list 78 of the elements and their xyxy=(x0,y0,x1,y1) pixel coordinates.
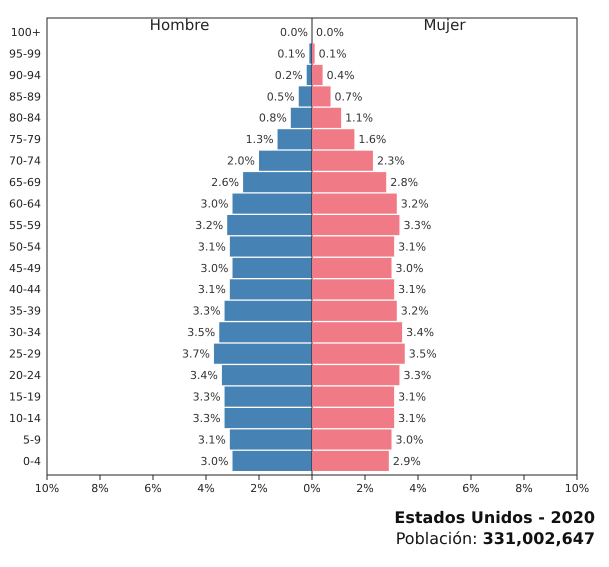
data-label: 3.3% xyxy=(403,218,432,232)
y-tick-label: 5-9 xyxy=(23,433,41,446)
chart-title: Mujer xyxy=(423,16,466,34)
data-label: 3.4% xyxy=(190,369,218,382)
data-label: 0.5% xyxy=(266,90,295,104)
x-tick-label: 2% xyxy=(250,482,268,495)
x-tick-label: 0% xyxy=(303,482,321,495)
data-label: 0.8% xyxy=(258,112,287,125)
data-label: 1.3% xyxy=(246,133,274,146)
x-tick-label: 6% xyxy=(462,482,480,495)
data-label: 0.1% xyxy=(318,47,347,60)
data-label: 3.2% xyxy=(400,304,429,318)
y-tick-label: 40-44 xyxy=(9,283,41,296)
x-tick-label: 4% xyxy=(197,482,215,495)
text: Población: 331,002,647 xyxy=(396,529,595,548)
y-tick-label: 35-39 xyxy=(9,304,41,318)
y-tick-label: 55-59 xyxy=(9,218,41,232)
data-label: 3.0% xyxy=(200,454,228,468)
y-tick-label: 50-54 xyxy=(9,240,41,254)
y-tick-label: 25-29 xyxy=(9,348,41,361)
data-label: 2.8% xyxy=(390,176,418,190)
data-label: 3.0% xyxy=(200,197,228,210)
data-label: 3.5% xyxy=(187,326,216,340)
y-tick-label: 0-4 xyxy=(23,454,41,468)
y-tick-label: 75-79 xyxy=(9,133,41,146)
x-tick-label: 2% xyxy=(356,482,374,495)
data-label: 0.4% xyxy=(326,68,355,82)
data-label: 3.3% xyxy=(403,369,432,382)
y-tick-label: 45-49 xyxy=(9,262,41,275)
data-label: 3.1% xyxy=(198,433,226,446)
data-label: 3.2% xyxy=(195,218,224,232)
y-tick-label: 10-14 xyxy=(9,412,41,425)
x-tick-label: 10% xyxy=(564,482,590,495)
data-label: 3.1% xyxy=(198,240,226,254)
data-label: 1.6% xyxy=(358,133,386,146)
data-label: 0.7% xyxy=(334,90,363,104)
data-label: 2.9% xyxy=(392,454,421,468)
y-tick-label: 60-64 xyxy=(9,197,41,210)
y-tick-label: 100+ xyxy=(10,26,41,39)
data-label: 3.1% xyxy=(398,390,426,404)
data-label: 3.1% xyxy=(398,283,426,296)
data-label: 3.3% xyxy=(192,390,221,404)
data-label: 0.2% xyxy=(274,68,303,82)
data-label: 3.3% xyxy=(192,412,221,425)
y-tick-label: 80-84 xyxy=(9,112,41,125)
data-label: 0.0% xyxy=(316,26,344,39)
data-label: 3.1% xyxy=(398,412,426,425)
data-label: 3.7% xyxy=(182,348,210,361)
data-label: 2.6% xyxy=(211,176,240,190)
y-tick-label: 65-69 xyxy=(9,176,41,190)
x-tick-label: 10% xyxy=(34,482,60,495)
y-tick-label: 20-24 xyxy=(9,369,41,382)
data-label: 2.3% xyxy=(376,154,405,168)
text: Estados Unidos - 2020 xyxy=(394,508,595,527)
data-label: 3.4% xyxy=(406,326,434,340)
y-tick-label: 85-89 xyxy=(9,90,41,104)
y-tick-label: 30-34 xyxy=(9,326,41,340)
data-label: 3.1% xyxy=(398,240,426,254)
data-label: 3.0% xyxy=(396,433,424,446)
x-tick-label: 8% xyxy=(515,482,533,495)
data-label: 0.0% xyxy=(280,26,308,39)
data-label: 3.5% xyxy=(408,348,437,361)
data-label: 3.2% xyxy=(400,197,429,210)
chart-title: Hombre xyxy=(150,16,210,34)
data-label: 2.0% xyxy=(227,154,255,168)
x-tick-label: 8% xyxy=(91,482,109,495)
y-tick-label: 70-74 xyxy=(9,154,41,168)
data-label: 3.1% xyxy=(198,283,226,296)
data-label: 3.3% xyxy=(192,304,221,318)
data-label: 1.1% xyxy=(345,112,374,125)
x-tick-label: 6% xyxy=(144,482,162,495)
y-tick-label: 15-19 xyxy=(9,390,41,404)
y-tick-label: 90-94 xyxy=(9,68,41,82)
x-tick-label: 4% xyxy=(409,482,427,495)
data-label: 3.0% xyxy=(396,262,424,275)
data-label: 3.0% xyxy=(200,262,228,275)
y-tick-label: 95-99 xyxy=(9,47,41,60)
data-label: 0.1% xyxy=(277,47,306,60)
